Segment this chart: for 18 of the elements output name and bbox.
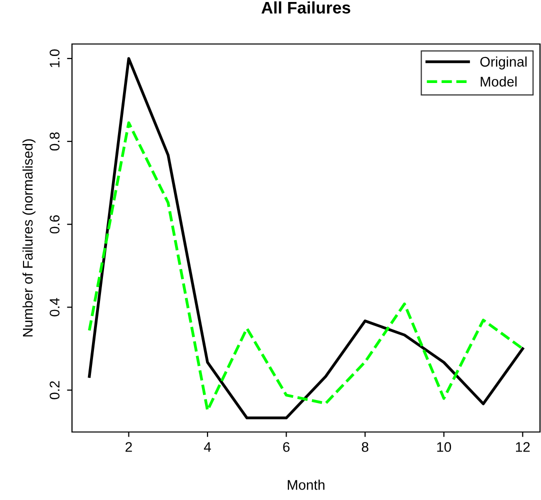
legend-label: Model bbox=[480, 76, 517, 87]
y-tick-label: 0.2 bbox=[50, 381, 60, 400]
y-tick-label: 1.0 bbox=[50, 49, 60, 68]
y-tick-label: 0.6 bbox=[50, 215, 60, 234]
x-tick-label: 8 bbox=[362, 442, 368, 452]
x-tick-label: 12 bbox=[516, 442, 530, 452]
y-tick-label: 0.8 bbox=[50, 132, 60, 151]
x-tick-label: 10 bbox=[437, 442, 452, 452]
y-tick-label: 0.4 bbox=[50, 298, 60, 316]
x-tick-label: 6 bbox=[283, 442, 290, 452]
x-tick-label: 2 bbox=[126, 442, 132, 452]
x-axis-title: Month bbox=[288, 480, 324, 490]
line-series bbox=[88, 121, 524, 412]
line-series bbox=[88, 57, 524, 420]
chart-title: All Failures bbox=[261, 1, 350, 14]
x-tick-label: 4 bbox=[204, 442, 211, 452]
y-axis-title: Number of Failures (normalised) bbox=[22, 139, 36, 336]
legend-label: Original bbox=[480, 56, 527, 70]
